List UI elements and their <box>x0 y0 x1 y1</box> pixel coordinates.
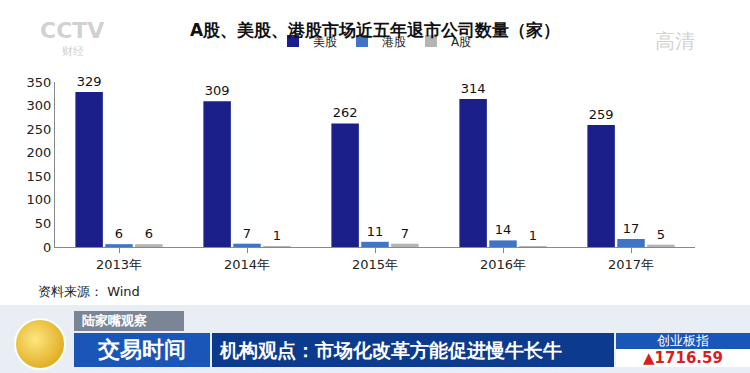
svg-text:2015年: 2015年 <box>352 257 398 272</box>
svg-text:2014年: 2014年 <box>224 257 270 272</box>
html-text:陆家嘴观察: 陆家嘴观察 <box>82 313 147 328</box>
svg-text:0: 0 <box>43 240 51 255</box>
svg-text:200: 200 <box>27 145 52 160</box>
svg-text:329: 329 <box>77 74 102 89</box>
svg-text:17: 17 <box>623 221 640 236</box>
html-text:机构观点：市场化改革方能促进慢牛长牛: 机构观点：市场化改革方能促进慢牛长牛 <box>220 339 562 361</box>
svg-text:314: 314 <box>461 81 486 96</box>
svg-text:250: 250 <box>27 122 52 137</box>
svg-text:5: 5 <box>657 227 665 242</box>
svg-text:美股: 美股 <box>313 35 337 49</box>
svg-text:资料来源： Wind: 资料来源： Wind <box>38 284 140 299</box>
svg-text:7: 7 <box>243 226 251 241</box>
svg-text:A股、美股、港股市场近五年退市公司数量（家）: A股、美股、港股市场近五年退市公司数量（家） <box>190 20 560 40</box>
svg-text:2017年: 2017年 <box>608 257 654 272</box>
svg-text:150: 150 <box>27 169 52 184</box>
svg-text:2016年: 2016年 <box>480 257 526 272</box>
svg-text:7: 7 <box>401 226 409 241</box>
html-text:财经: 财经 <box>62 45 84 58</box>
svg-text:2013年: 2013年 <box>96 257 142 272</box>
svg-text:港股: 港股 <box>382 35 406 49</box>
svg-text:1: 1 <box>273 228 281 243</box>
svg-text:259: 259 <box>589 107 614 122</box>
svg-text:6: 6 <box>145 226 153 241</box>
svg-text:100: 100 <box>27 192 52 207</box>
svg-text:50: 50 <box>35 216 52 231</box>
svg-text:6: 6 <box>115 226 123 241</box>
html-text:创业板指: 创业板指 <box>657 333 709 348</box>
html-text:高清: 高清 <box>655 29 695 53</box>
svg-text:1: 1 <box>529 228 537 243</box>
svg-text:300: 300 <box>27 98 52 113</box>
svg-text:350: 350 <box>27 75 52 90</box>
html-text:交易时间: 交易时间 <box>98 337 186 362</box>
html-text:▲1716.59: ▲1716.59 <box>643 349 723 367</box>
svg-text:A股: A股 <box>451 35 471 49</box>
html-text:CCTV: CCTV <box>40 18 105 43</box>
svg-text:262: 262 <box>333 105 358 120</box>
svg-text:309: 309 <box>205 83 230 98</box>
svg-text:14: 14 <box>495 222 512 237</box>
svg-text:11: 11 <box>367 224 384 239</box>
